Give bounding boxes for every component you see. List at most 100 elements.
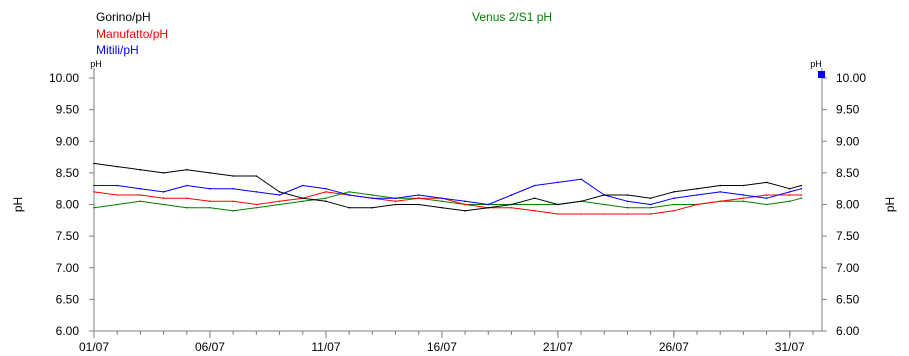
series-point-gorino-ph — [626, 194, 629, 196]
left-y-tick-label: 9.50 — [56, 103, 80, 117]
series-point-mitili-ph — [742, 194, 745, 196]
series-point-manufatto-ph — [93, 191, 95, 193]
series-point-venus-2-s1-ph — [649, 206, 652, 209]
series-point-gorino-ph — [719, 184, 722, 187]
right-y-tick-label: 8.50 — [836, 166, 860, 180]
series-point-mitili-ph — [93, 184, 95, 187]
right-axis-title: pH — [883, 197, 897, 212]
series-point-mitili-ph — [417, 194, 420, 196]
series-point-gorino-ph — [325, 200, 327, 203]
series-point-mitili-ph — [441, 197, 443, 199]
series-point-mitili-ph — [371, 197, 374, 199]
series-point-manufatto-ph — [325, 191, 327, 193]
right-y-tick-label: 10.00 — [836, 71, 866, 85]
left-y-tick-label: 8.50 — [56, 166, 80, 180]
series-point-mitili-ph — [580, 178, 582, 180]
series-point-venus-2-s1-ph — [185, 206, 188, 209]
series-point-venus-2-s1-ph — [789, 200, 791, 203]
series-point-gorino-ph — [185, 168, 188, 171]
series-point-gorino-ph — [487, 206, 490, 209]
series-point-manufatto-ph — [533, 210, 536, 212]
series-point-manufatto-ph — [116, 194, 118, 196]
series-point-gorino-ph — [278, 191, 281, 193]
series-point-mitili-ph — [139, 187, 142, 190]
series-point-gorino-ph — [696, 187, 698, 190]
right-y-tick-label: 7.00 — [836, 261, 860, 275]
series-point-mitili-ph — [800, 187, 803, 190]
series-point-mitili-ph — [557, 181, 559, 184]
series-point-gorino-ph — [417, 203, 420, 206]
series-point-mitili-ph — [533, 184, 536, 187]
series-line-gorino-ph — [93, 162, 802, 212]
series-point-mitili-ph — [209, 187, 211, 190]
right-y-tick-label: 6.00 — [836, 324, 860, 338]
series-point-manufatto-ph — [464, 203, 466, 206]
series-point-manufatto-ph — [603, 213, 606, 215]
series-point-mitili-ph — [673, 197, 675, 199]
series-point-venus-2-s1-ph — [371, 194, 374, 196]
series-point-mitili-ph — [116, 184, 118, 187]
series-point-gorino-ph — [603, 194, 606, 196]
x-tick-label: 06/07 — [195, 340, 225, 354]
right-y-tick-label: 8.00 — [836, 198, 860, 212]
right-y-tick-label: 7.50 — [836, 229, 860, 243]
series-point-mitili-ph — [765, 197, 768, 199]
series-point-gorino-ph — [371, 206, 374, 209]
series-point-venus-2-s1-ph — [441, 200, 443, 203]
left-unit-label: pH — [90, 59, 102, 69]
series-point-venus-2-s1-ph — [301, 200, 304, 203]
series-point-manufatto-ph — [255, 203, 258, 206]
series-point-mitili-ph — [626, 200, 629, 203]
series-point-mitili-ph — [301, 184, 304, 187]
series-point-gorino-ph — [673, 191, 675, 193]
series-point-venus-2-s1-ph — [626, 206, 629, 209]
series-point-venus-2-s1-ph — [278, 203, 281, 206]
series-point-gorino-ph — [232, 175, 234, 177]
series-point-venus-2-s1-ph — [139, 200, 142, 203]
series-point-manufatto-ph — [742, 197, 745, 199]
series-point-manufatto-ph — [765, 194, 768, 196]
left-y-tick-label: 6.50 — [56, 292, 80, 306]
series-point-gorino-ph — [557, 203, 559, 206]
series-point-mitili-ph — [278, 194, 281, 196]
x-tick-label: 11/07 — [311, 340, 340, 354]
series-line-manufatto-ph — [93, 191, 802, 215]
series-point-manufatto-ph — [626, 213, 629, 215]
right-axis-marker — [818, 71, 825, 78]
series-line-mitili-ph — [94, 178, 802, 205]
right-unit-label: pH — [810, 59, 822, 69]
series-line-venus-2-s1-ph — [93, 191, 802, 212]
left-y-tick-label: 7.50 — [56, 229, 80, 243]
series-point-gorino-ph — [209, 172, 211, 174]
series-point-gorino-ph — [441, 206, 443, 209]
series-point-manufatto-ph — [510, 206, 513, 209]
series-point-gorino-ph — [116, 165, 118, 168]
series-point-mitili-ph — [510, 194, 513, 196]
series-point-gorino-ph — [580, 200, 582, 203]
series-point-manufatto-ph — [557, 213, 559, 215]
series-point-gorino-ph — [649, 197, 652, 199]
series-point-venus-2-s1-ph — [325, 197, 327, 199]
series-point-gorino-ph — [301, 197, 304, 199]
series-point-venus-2-s1-ph — [742, 200, 745, 203]
series-point-mitili-ph — [719, 191, 722, 193]
series-point-venus-2-s1-ph — [93, 206, 95, 209]
x-tick-label: 01/07 — [79, 340, 109, 354]
x-tick-label: 21/07 — [543, 340, 573, 354]
series-point-venus-2-s1-ph — [533, 203, 536, 206]
x-tick-label: 26/07 — [659, 340, 689, 354]
left-y-tick-label: 6.00 — [56, 324, 80, 338]
series-point-mitili-ph — [325, 187, 327, 190]
series-point-manufatto-ph — [278, 200, 281, 203]
series-point-mitili-ph — [348, 194, 350, 196]
series-point-manufatto-ph — [719, 200, 722, 203]
series-point-manufatto-ph — [139, 194, 142, 196]
series-point-gorino-ph — [800, 184, 803, 187]
series-point-venus-2-s1-ph — [162, 203, 165, 206]
left-axis-title: pH — [11, 197, 25, 212]
series-point-gorino-ph — [789, 187, 791, 190]
series-point-mitili-ph — [649, 203, 652, 206]
series-point-venus-2-s1-ph — [765, 203, 768, 206]
series-point-mitili-ph — [464, 200, 466, 203]
series-point-mitili-ph — [255, 191, 258, 193]
